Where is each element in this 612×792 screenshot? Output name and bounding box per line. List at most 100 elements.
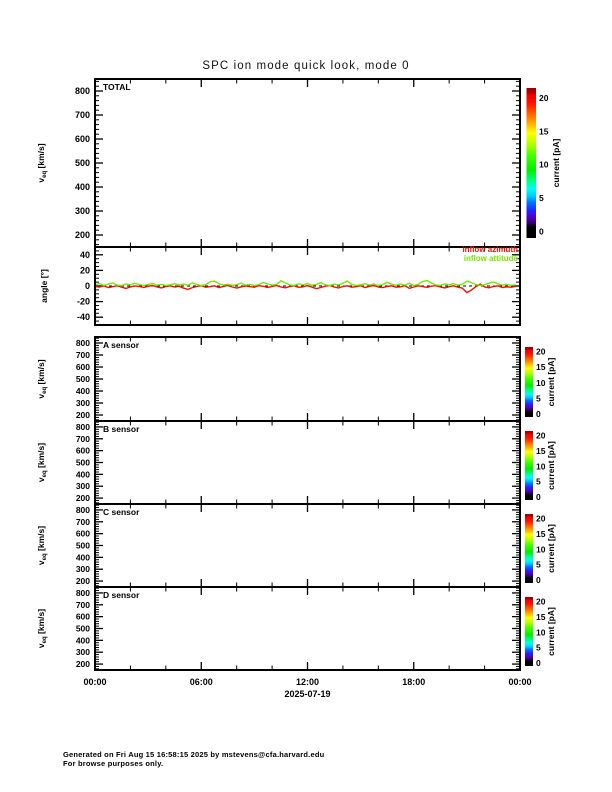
x-axis-date-label: 2025-07-19 xyxy=(284,689,331,699)
panel-total: 200 300 400 500 600 700 800 TOTAL veq [km/s] 0 5 10… xyxy=(36,78,561,248)
colorbar-tick-label: 10 xyxy=(536,544,546,554)
y-tick-label: 400 xyxy=(76,552,90,562)
y-tick-label: -40 xyxy=(77,312,90,322)
y-tick-label: -20 xyxy=(77,297,90,307)
colorbar-tick-label: 10 xyxy=(536,461,546,471)
footer-generated-line: Generated on Fri Aug 15 16:58:15 2025 by… xyxy=(63,750,325,759)
y-tick-label: 700 xyxy=(76,434,90,444)
y-tick-label: 700 xyxy=(76,350,90,360)
colorbar-tick-label: 5 xyxy=(536,477,541,487)
plot-title: SPC ion mode quick look, mode 0 xyxy=(202,60,410,72)
y-tick-label: 400 xyxy=(76,386,90,396)
series-inflow-azimuth xyxy=(94,283,516,294)
colorbar-title: current [pA] xyxy=(546,441,556,490)
footer-browse-line: For browse purposes only. xyxy=(63,759,164,768)
colorbar-tick-label: 5 xyxy=(536,643,541,653)
angle-legend: inflow azimuth inflow attitude xyxy=(462,245,518,263)
colorbar-title: current [pA] xyxy=(546,524,556,573)
colorbar-title: current [pA] xyxy=(551,139,561,188)
colorbar-tick-label: 15 xyxy=(536,612,546,622)
colorbar-tick-label: 0 xyxy=(536,575,541,585)
colorbar-tick-label: 0 xyxy=(536,492,541,502)
y-axis-title: veq [km/s] xyxy=(36,526,48,565)
colorbar-total xyxy=(526,88,536,238)
colorbar-tick-label: 20 xyxy=(539,93,549,103)
y-tick-label: 600 xyxy=(75,134,90,144)
panel-a: 200 300 400 500 600 700 800 A sensor veq [km/s] 0… xyxy=(36,336,556,422)
y-tick-label: 200 xyxy=(76,659,90,669)
y-tick-label: 700 xyxy=(75,110,90,120)
x-tick-label: 00:00 xyxy=(508,677,532,687)
y-tick-label: 700 xyxy=(76,517,90,527)
y-tick-label: 400 xyxy=(75,182,90,192)
y-tick-label: 800 xyxy=(75,86,90,96)
y-tick-label: 500 xyxy=(75,158,90,168)
x-tick-label: 12:00 xyxy=(295,677,320,687)
y-tick-label: 800 xyxy=(76,588,90,598)
colorbar-tick-label: 20 xyxy=(536,597,546,607)
legend-inflow-attitude: inflow attitude xyxy=(463,254,518,263)
y-tick-label: 500 xyxy=(76,374,90,384)
colorbar-tick-label: 20 xyxy=(536,347,546,357)
colorbar-b xyxy=(525,431,533,500)
panel-angle: -40 -20 0 20 40 angle [°] xyxy=(39,246,521,326)
series-inflow-attitude xyxy=(94,279,516,287)
legend-inflow-azimuth: inflow azimuth xyxy=(462,245,518,254)
colorbar-tick-label: 15 xyxy=(536,529,546,539)
colorbar-tick-label: 5 xyxy=(536,393,541,403)
y-tick-label: 500 xyxy=(76,624,90,634)
y-axis-title: veq [km/s] xyxy=(36,609,48,648)
y-tick-label: 200 xyxy=(75,230,90,240)
y-tick-label: 0 xyxy=(85,281,90,291)
colorbar-c xyxy=(525,514,533,583)
colorbar-tick-label: 10 xyxy=(539,160,549,170)
panel-label-total: TOTAL xyxy=(103,82,131,92)
colorbar-tick-label: 20 xyxy=(536,431,546,441)
colorbar-title: current [pA] xyxy=(546,607,556,656)
panel-label-a: A sensor xyxy=(103,340,140,350)
colorbar-title: current [pA] xyxy=(546,358,556,407)
panel-label-b: B sensor xyxy=(103,424,140,434)
y-tick-label: 20 xyxy=(80,265,90,275)
y-tick-label: 300 xyxy=(75,206,90,216)
x-tick-label: 00:00 xyxy=(83,677,107,687)
colorbar-d xyxy=(525,597,533,666)
y-tick-label: 600 xyxy=(76,529,90,539)
y-tick-label: 300 xyxy=(76,481,90,491)
colorbar-tick-label: 5 xyxy=(539,193,544,203)
y-tick-label: 300 xyxy=(76,647,90,657)
colorbar-tick-label: 15 xyxy=(539,126,549,136)
colorbar-tick-label: 5 xyxy=(536,560,541,570)
colorbar-tick-label: 0 xyxy=(536,658,541,668)
y-tick-label: 200 xyxy=(76,493,90,503)
colorbar-tick-label: 0 xyxy=(539,226,544,236)
y-tick-label: 400 xyxy=(76,469,90,479)
y-tick-label: 300 xyxy=(76,564,90,574)
colorbar-tick-label: 20 xyxy=(536,514,546,524)
y-tick-label: 400 xyxy=(76,635,90,645)
x-tick-label: 06:00 xyxy=(189,677,213,687)
y-tick-label: 500 xyxy=(76,458,90,468)
y-tick-label: 700 xyxy=(76,600,90,610)
colorbar-tick-label: 10 xyxy=(536,378,546,388)
y-axis-title: veq [km/s] xyxy=(36,143,48,182)
y-axis-title: veq [km/s] xyxy=(36,359,48,398)
y-tick-label: 600 xyxy=(76,362,90,372)
footer: Generated on Fri Aug 15 16:58:15 2025 by… xyxy=(63,750,324,768)
y-axis-title: veq [km/s] xyxy=(36,443,48,482)
colorbar-tick-label: 0 xyxy=(536,409,541,419)
colorbar-a xyxy=(525,347,533,417)
y-tick-label: 800 xyxy=(76,338,90,348)
panel-label-d: D sensor xyxy=(103,590,140,600)
y-tick-label: 300 xyxy=(76,398,90,408)
y-tick-label: 500 xyxy=(76,541,90,551)
y-tick-label: 800 xyxy=(76,505,90,515)
y-tick-label: 600 xyxy=(76,612,90,622)
x-axis-tick-labels: 00:00 06:00 12:00 18:00 00:00 xyxy=(0,677,612,689)
y-tick-label: 800 xyxy=(76,422,90,432)
colorbar-tick-label: 15 xyxy=(536,362,546,372)
